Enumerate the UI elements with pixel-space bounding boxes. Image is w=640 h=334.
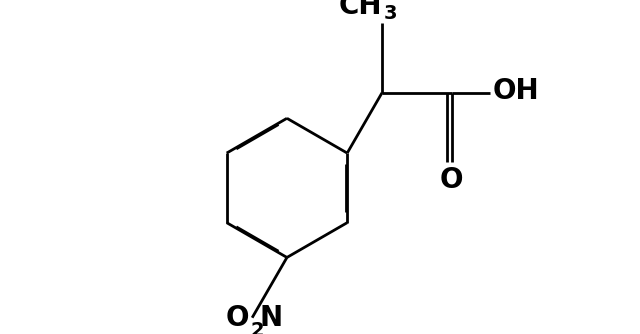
Text: OH: OH [493,77,540,105]
Text: 3: 3 [384,4,397,23]
Text: 2: 2 [250,321,264,334]
Text: N: N [260,304,283,332]
Text: O: O [440,166,463,194]
Text: CH: CH [339,0,382,20]
Text: O: O [226,304,250,332]
